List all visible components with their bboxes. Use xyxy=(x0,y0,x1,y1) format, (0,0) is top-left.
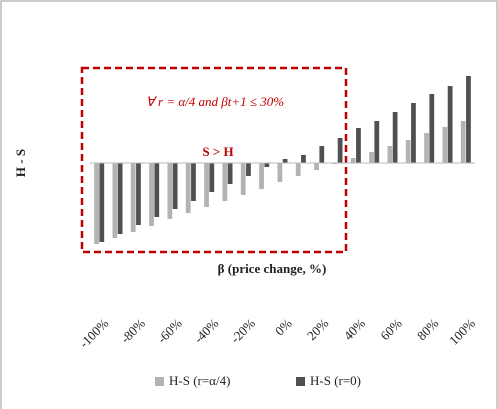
legend-label: H-S (r=0) xyxy=(310,373,361,388)
x-tick-label: -80% xyxy=(118,316,149,347)
legend-label: H-S (r=α/4) xyxy=(169,373,230,388)
bar xyxy=(167,163,173,219)
x-tick-label: 40% xyxy=(341,316,369,344)
bar xyxy=(405,140,411,163)
bar xyxy=(149,163,154,226)
bar xyxy=(240,163,246,195)
bar xyxy=(442,127,448,163)
x-axis-label: β (price change, %) xyxy=(218,261,327,276)
bar xyxy=(99,163,105,242)
bar xyxy=(424,133,429,163)
x-tick-label: 80% xyxy=(414,316,442,344)
bar xyxy=(460,121,466,163)
bar xyxy=(227,163,233,184)
bar xyxy=(392,112,398,163)
bar xyxy=(94,163,99,244)
x-tick-label: -60% xyxy=(154,316,185,347)
bar xyxy=(112,163,118,238)
bar xyxy=(369,152,374,163)
bar xyxy=(136,163,141,225)
bar xyxy=(387,146,393,163)
x-tick-label: 20% xyxy=(304,316,332,344)
bar xyxy=(447,86,453,163)
bar xyxy=(374,121,380,163)
x-tick-label: 0% xyxy=(272,316,295,339)
bar xyxy=(172,163,178,209)
bar xyxy=(295,163,301,176)
legend-swatch xyxy=(296,377,305,386)
bar xyxy=(411,103,416,163)
bar xyxy=(264,163,270,167)
bar xyxy=(259,163,264,189)
bar xyxy=(282,159,288,163)
bar xyxy=(337,138,343,163)
x-tick-label: 100% xyxy=(446,316,478,348)
bar xyxy=(185,163,191,213)
bar xyxy=(130,163,136,232)
bar xyxy=(319,146,325,163)
bar xyxy=(222,163,228,201)
bar xyxy=(204,163,209,207)
bar xyxy=(466,76,471,163)
bar xyxy=(356,128,361,163)
bar xyxy=(246,163,251,176)
x-tick-label: 60% xyxy=(377,316,405,344)
annotation-box xyxy=(80,66,348,254)
bar xyxy=(191,163,196,201)
x-tick-label: -100% xyxy=(76,316,111,351)
bar xyxy=(429,94,435,163)
y-axis-label: H - S xyxy=(13,149,28,177)
bar xyxy=(350,158,356,163)
bar xyxy=(117,163,123,234)
bar xyxy=(209,163,215,192)
x-tick-label: -40% xyxy=(191,316,222,347)
bar xyxy=(301,155,306,163)
x-tick-label: -20% xyxy=(228,316,259,347)
legend-swatch xyxy=(155,377,164,386)
annotation: S > H xyxy=(202,144,233,159)
bar xyxy=(277,163,283,182)
bar xyxy=(314,163,319,170)
annotation: ∀ r = α/4 and βt+1 ≤ 30% xyxy=(146,94,284,109)
bar xyxy=(154,163,160,217)
